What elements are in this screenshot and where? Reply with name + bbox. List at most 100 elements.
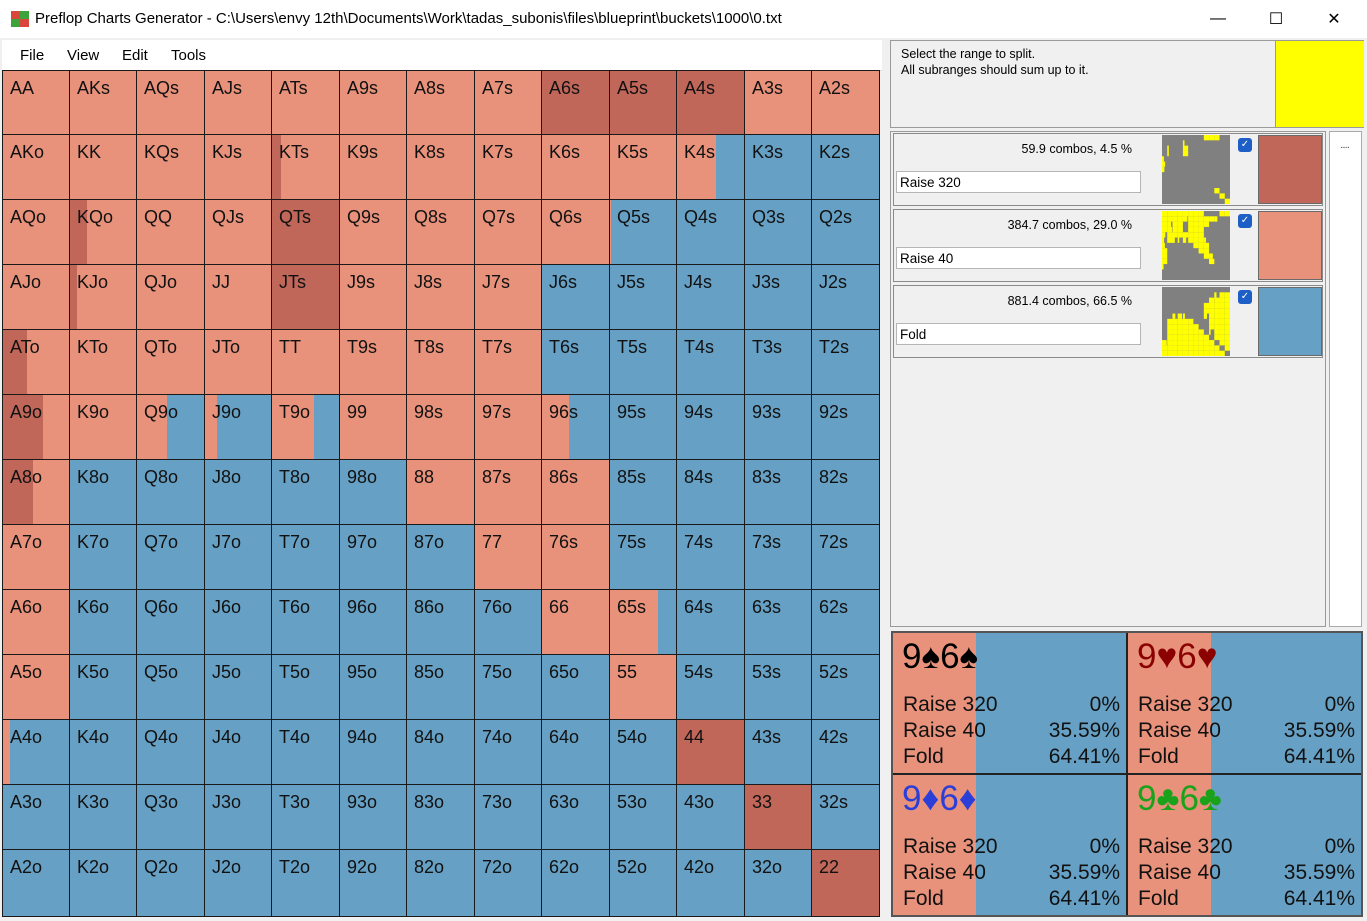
hand-cell-A5s[interactable]: A5s: [610, 70, 677, 135]
menu-view[interactable]: View: [67, 47, 100, 64]
hand-cell-K5s[interactable]: K5s: [610, 135, 677, 200]
hand-cell-96o[interactable]: 96o: [340, 590, 407, 655]
hand-cell-84s[interactable]: 84s: [677, 460, 745, 525]
hand-cell-86s[interactable]: 86s: [542, 460, 610, 525]
subrange-thumbnail[interactable]: [1162, 287, 1230, 356]
hand-cell-74s[interactable]: 74s: [677, 525, 745, 590]
hand-cell-77[interactable]: 77: [475, 525, 542, 590]
hand-cell-Q9s[interactable]: Q9s: [340, 200, 407, 265]
hand-cell-83o[interactable]: 83o: [407, 785, 475, 850]
hand-cell-K2o[interactable]: K2o: [70, 850, 137, 917]
hand-cell-94o[interactable]: 94o: [340, 720, 407, 785]
hand-cell-66[interactable]: 66: [542, 590, 610, 655]
hand-cell-KJs[interactable]: KJs: [205, 135, 272, 200]
hand-cell-Q9o[interactable]: Q9o: [137, 395, 205, 460]
subrange-thumbnail[interactable]: [1162, 211, 1230, 280]
hand-cell-J3s[interactable]: J3s: [745, 265, 812, 330]
hand-cell-T6s[interactable]: T6s: [542, 330, 610, 395]
target-range-swatch[interactable]: [1275, 41, 1364, 127]
combo-9c6c[interactable]: 9♣6♣ Raise 320 0% Raise 40 35.59% Fold 64.41%: [1128, 775, 1361, 915]
hand-cell-Q7s[interactable]: Q7s: [475, 200, 542, 265]
hand-cell-K8s[interactable]: K8s: [407, 135, 475, 200]
hand-cell-32s[interactable]: 32s: [812, 785, 880, 850]
hand-cell-82o[interactable]: 82o: [407, 850, 475, 917]
hand-cell-A6s[interactable]: A6s: [542, 70, 610, 135]
hand-cell-99[interactable]: 99: [340, 395, 407, 460]
hand-cell-AQo[interactable]: AQo: [2, 200, 70, 265]
hand-cell-75o[interactable]: 75o: [475, 655, 542, 720]
hand-cell-74o[interactable]: 74o: [475, 720, 542, 785]
hand-cell-K3o[interactable]: K3o: [70, 785, 137, 850]
hand-cell-75s[interactable]: 75s: [610, 525, 677, 590]
hand-cell-85o[interactable]: 85o: [407, 655, 475, 720]
target-range-box[interactable]: Select the range to split. All subranges…: [890, 40, 1364, 128]
subrange-fold[interactable]: 881.4 combos, 66.5 % ✓: [893, 285, 1323, 358]
hand-cell-KTo[interactable]: KTo: [70, 330, 137, 395]
hand-cell-72s[interactable]: 72s: [812, 525, 880, 590]
hand-cell-Q4s[interactable]: Q4s: [677, 200, 745, 265]
subrange-thumbnail[interactable]: [1162, 135, 1230, 204]
subrange-color-swatch[interactable]: [1258, 211, 1322, 280]
hand-cell-QQ[interactable]: QQ: [137, 200, 205, 265]
hand-cell-64o[interactable]: 64o: [542, 720, 610, 785]
scrollbar-grip[interactable]: .....: [1340, 140, 1350, 151]
subrange-name-input[interactable]: [896, 247, 1141, 269]
close-button[interactable]: ✕: [1327, 11, 1341, 28]
subrange-raise-320[interactable]: 59.9 combos, 4.5 % ✓: [893, 133, 1323, 206]
combo-9h6h[interactable]: 9♥6♥ Raise 320 0% Raise 40 35.59% Fold 64.41%: [1128, 633, 1361, 773]
hand-cell-65s[interactable]: 65s: [610, 590, 677, 655]
hand-cell-A6o[interactable]: A6o: [2, 590, 70, 655]
hand-cell-32o[interactable]: 32o: [745, 850, 812, 917]
hand-cell-K2s[interactable]: K2s: [812, 135, 880, 200]
combo-9s6s[interactable]: 9♠6♠ Raise 320 0% Raise 40 35.59% Fold 64.41%: [893, 633, 1126, 773]
hand-cell-76o[interactable]: 76o: [475, 590, 542, 655]
hand-cell-J2s[interactable]: J2s: [812, 265, 880, 330]
hand-cell-84o[interactable]: 84o: [407, 720, 475, 785]
hand-cell-52o[interactable]: 52o: [610, 850, 677, 917]
hand-cell-T3s[interactable]: T3s: [745, 330, 812, 395]
hand-cell-K6o[interactable]: K6o: [70, 590, 137, 655]
subrange-checkbox[interactable]: ✓: [1238, 290, 1252, 304]
hand-cell-65o[interactable]: 65o: [542, 655, 610, 720]
hand-cell-42o[interactable]: 42o: [677, 850, 745, 917]
hand-cell-K5o[interactable]: K5o: [70, 655, 137, 720]
hand-cell-52s[interactable]: 52s: [812, 655, 880, 720]
hand-cell-Q3s[interactable]: Q3s: [745, 200, 812, 265]
hand-cell-Q8s[interactable]: Q8s: [407, 200, 475, 265]
subrange-color-swatch[interactable]: [1258, 287, 1322, 356]
hand-cell-T5o[interactable]: T5o: [272, 655, 340, 720]
hand-cell-88[interactable]: 88: [407, 460, 475, 525]
subrange-name-input[interactable]: [896, 323, 1141, 345]
hand-cell-K6s[interactable]: K6s: [542, 135, 610, 200]
hand-cell-Q6o[interactable]: Q6o: [137, 590, 205, 655]
hand-cell-T8o[interactable]: T8o: [272, 460, 340, 525]
hand-cell-J9o[interactable]: J9o: [205, 395, 272, 460]
hand-cell-42s[interactable]: 42s: [812, 720, 880, 785]
hand-cell-22[interactable]: 22: [812, 850, 880, 917]
hand-cell-A3s[interactable]: A3s: [745, 70, 812, 135]
subrange-name-input[interactable]: [896, 171, 1141, 193]
hand-cell-Q4o[interactable]: Q4o: [137, 720, 205, 785]
hand-cell-T8s[interactable]: T8s: [407, 330, 475, 395]
hand-cell-82s[interactable]: 82s: [812, 460, 880, 525]
hand-cell-T4o[interactable]: T4o: [272, 720, 340, 785]
subrange-raise-40[interactable]: 384.7 combos, 29.0 % ✓: [893, 209, 1323, 282]
hand-cell-KK[interactable]: KK: [70, 135, 137, 200]
subrange-color-swatch[interactable]: [1258, 135, 1322, 204]
hand-cell-A2o[interactable]: A2o: [2, 850, 70, 917]
hand-cell-93s[interactable]: 93s: [745, 395, 812, 460]
hand-cell-A4s[interactable]: A4s: [677, 70, 745, 135]
hand-cell-J7s[interactable]: J7s: [475, 265, 542, 330]
hand-cell-T9o[interactable]: T9o: [272, 395, 340, 460]
hand-cell-98o[interactable]: 98o: [340, 460, 407, 525]
hand-cell-K4o[interactable]: K4o: [70, 720, 137, 785]
hand-cell-T6o[interactable]: T6o: [272, 590, 340, 655]
hand-cell-44[interactable]: 44: [677, 720, 745, 785]
hand-cell-92s[interactable]: 92s: [812, 395, 880, 460]
hand-cell-JTo[interactable]: JTo: [205, 330, 272, 395]
hand-cell-92o[interactable]: 92o: [340, 850, 407, 917]
hand-cell-87o[interactable]: 87o: [407, 525, 475, 590]
hand-cell-73o[interactable]: 73o: [475, 785, 542, 850]
hand-cell-Q2o[interactable]: Q2o: [137, 850, 205, 917]
hand-cell-JTs[interactable]: JTs: [272, 265, 340, 330]
